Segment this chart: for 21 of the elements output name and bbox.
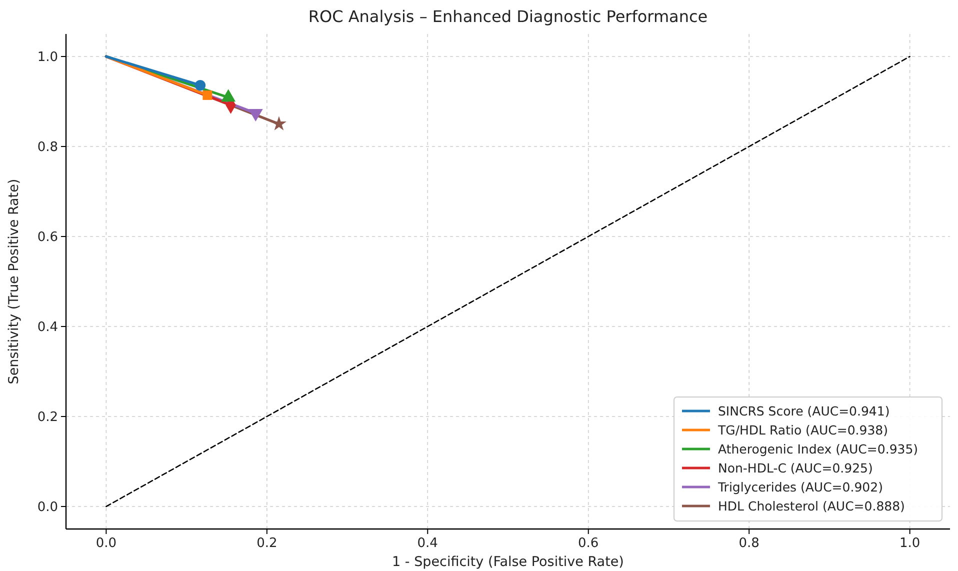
y-tick-label: 0.2 <box>37 410 58 426</box>
y-tick-label: 0.6 <box>37 230 58 246</box>
y-tick-label: 1.0 <box>37 50 58 66</box>
x-tick-label: 0.4 <box>417 536 438 551</box>
x-tick-label: 0.6 <box>578 536 599 551</box>
y-tick-label: 0.4 <box>37 320 58 336</box>
chart-title: ROC Analysis – Enhanced Diagnostic Performance <box>308 7 708 26</box>
legend-label: Non-HDL-C (AUC=0.925) <box>718 460 873 476</box>
legend-label: SINCRS Score (AUC=0.941) <box>718 403 890 418</box>
y-axis-title: Sensitivity (True Positive Rate) <box>6 178 22 384</box>
y-tick-label: 0.8 <box>37 140 58 156</box>
legend-label: Triglycerides (AUC=0.902) <box>717 479 883 494</box>
legend-label: HDL Cholesterol (AUC=0.888) <box>718 498 905 514</box>
x-tick-label: 0.0 <box>96 536 117 551</box>
y-tick-label: 0.0 <box>37 500 58 516</box>
legend-label: TG/HDL Ratio (AUC=0.938) <box>717 422 888 438</box>
x-tick-label: 0.8 <box>738 536 760 551</box>
legend-label: Atherogenic Index (AUC=0.935) <box>718 441 918 456</box>
x-tick-label: 0.2 <box>256 536 278 551</box>
x-axis-title: 1 - Specificity (False Positive Rate) <box>392 554 624 570</box>
x-tick-label: 1.0 <box>899 536 920 551</box>
